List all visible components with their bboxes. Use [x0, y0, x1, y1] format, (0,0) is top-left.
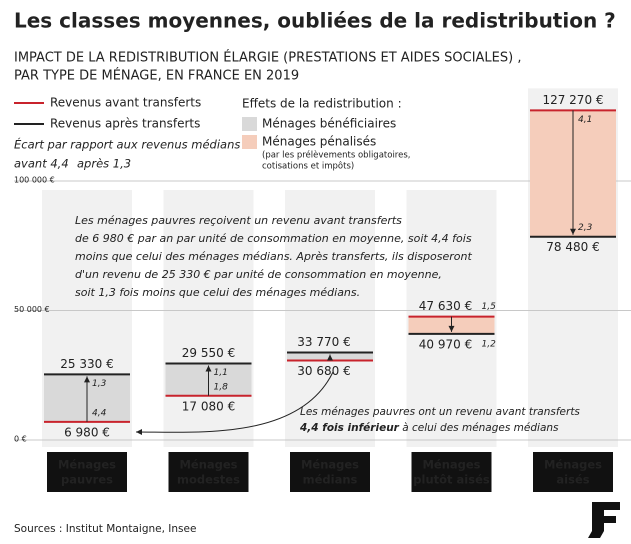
ratio-label: 1,2: [482, 339, 497, 349]
value-label: 47 630 €: [419, 299, 472, 313]
arrowhead: [448, 325, 455, 332]
annotation: de 6 980 € par an par unité de consommat…: [75, 232, 472, 245]
category-box: [290, 452, 370, 492]
value-label: 29 550 €: [182, 346, 235, 360]
y-tick-label: 50 000 €: [14, 305, 50, 314]
callout-text: à celui des ménages médians: [399, 422, 559, 434]
y-tick-label: 100 000 €: [14, 176, 55, 185]
background-layer: [14, 88, 631, 447]
callout: Les ménages pauvres ont un revenu avant …: [300, 406, 580, 418]
legend-note: avant 4,4: [14, 157, 69, 171]
ratio-label: 1,1: [214, 368, 228, 378]
legend-note: (par les prélèvements obligatoires,: [262, 150, 410, 161]
value-label: 40 970 €: [419, 337, 472, 351]
x-tick-label: Ménages: [422, 458, 480, 472]
legend-swatch: [242, 135, 257, 149]
column-stripe: [285, 190, 375, 447]
legend-label: Ménages bénéficiaires: [262, 117, 396, 131]
arrowhead: [327, 354, 333, 361]
value-label: 30 680 €: [297, 364, 350, 378]
category-box: [47, 452, 127, 492]
ratio-label: 2,3: [578, 223, 593, 233]
x-tick-label: aisés: [556, 473, 589, 487]
x-tick-label: Ménages: [544, 458, 602, 472]
callout-arrow: [135, 371, 334, 433]
annotation: moins que celui des ménages médians. Apr…: [75, 250, 472, 263]
value-label: 25 330 €: [60, 357, 113, 371]
annotation: Les ménages pauvres reçoivent un revenu …: [75, 214, 402, 227]
x-tick-label: pauvres: [61, 473, 113, 487]
legend-label: Ménages pénalisés: [262, 135, 376, 149]
callout-bold: 4,4 fois inférieur: [299, 422, 400, 434]
callout: 4,4 fois inférieur à celui des ménages m…: [299, 422, 559, 434]
legend-title: Effets de la redistribution :: [242, 97, 402, 111]
ratio-label: 4,1: [578, 115, 592, 125]
legend-note: après 1,3: [77, 157, 131, 171]
value-label: 17 080 €: [182, 399, 235, 413]
legend-label: Revenus avant transferts: [50, 96, 201, 110]
subtitle: IMPACT DE LA REDISTRIBUTION ÉLARGIE (PRE…: [14, 50, 521, 66]
value-label: 6 980 €: [64, 425, 110, 439]
chart-title: Les classes moyennes, oubliées de la red…: [14, 9, 616, 33]
annotation: soit 1,3 fois moins que celui des ménage…: [75, 286, 360, 299]
ratio-label: 1,3: [92, 379, 107, 389]
legend-label: Revenus après transferts: [50, 117, 200, 131]
legend-swatch: [242, 117, 257, 131]
legend-note: Écart par rapport aux revenus médians: [14, 137, 240, 152]
column-stripe: [163, 190, 254, 447]
x-tick-label: Ménages: [58, 458, 116, 472]
x-tick-label: modestes: [177, 473, 240, 487]
x-tick-label: Ménages: [179, 458, 237, 472]
y-tick-label: 0 €: [14, 435, 27, 444]
ratio-label: 1,8: [214, 382, 229, 392]
annotation: d'un revenu de 25 330 € par unité de con…: [75, 268, 442, 281]
x-tick-label: médians: [303, 473, 358, 487]
x-tick-label: plutôt aisés: [413, 473, 490, 487]
value-label: 33 770 €: [297, 335, 350, 349]
callout-arrowhead: [136, 429, 142, 435]
category-box: [168, 452, 249, 492]
arrowhead: [205, 365, 212, 372]
legend-note: cotisations et impôts): [262, 161, 354, 172]
value-label: 127 270 €: [542, 93, 603, 107]
category-box: [411, 452, 492, 492]
subtitle: PAR TYPE DE MÉNAGE, EN FRANCE EN 2019: [14, 68, 299, 84]
source: Sources : Institut Montaigne, Insee: [14, 523, 196, 535]
category-box: [533, 452, 613, 492]
ratio-label: 4,4: [92, 408, 107, 418]
value-label: 78 480 €: [546, 240, 599, 254]
arrowhead: [570, 228, 576, 235]
arrowhead: [84, 376, 90, 383]
logo: [588, 502, 620, 538]
x-tick-label: Ménages: [301, 458, 359, 472]
ratio-label: 1,5: [482, 302, 497, 312]
